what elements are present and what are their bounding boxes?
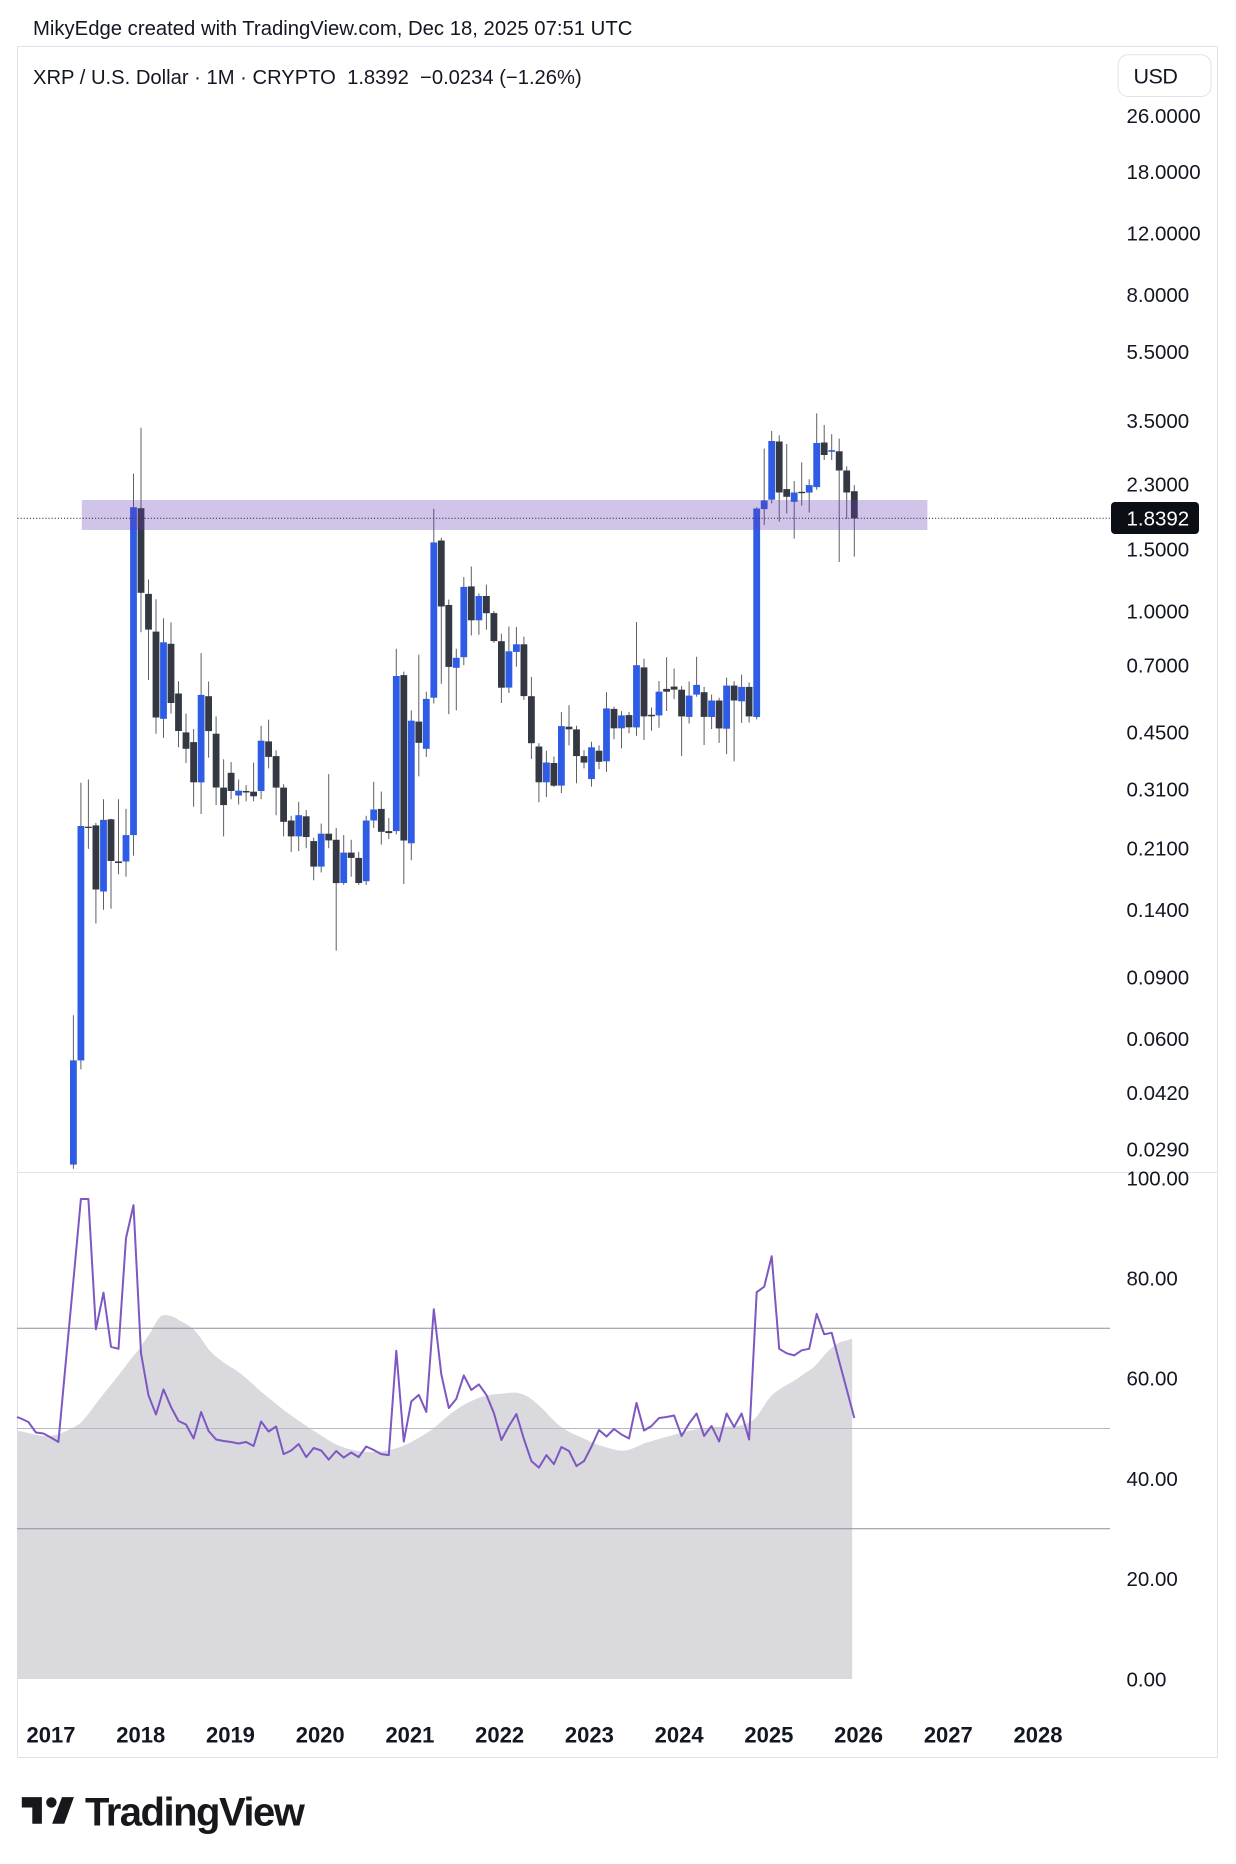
svg-text:XRP / U.S. Dollar · 1M · CRYPT: XRP / U.S. Dollar · 1M · CRYPTO 1.8392 −… <box>33 67 582 89</box>
svg-text:0.3100: 0.3100 <box>1127 778 1190 801</box>
svg-text:2017: 2017 <box>27 1723 76 1748</box>
svg-text:TradingView: TradingView <box>85 1791 306 1835</box>
svg-text:3.5000: 3.5000 <box>1127 410 1190 433</box>
svg-text:2028: 2028 <box>1014 1723 1063 1748</box>
svg-text:2022: 2022 <box>475 1723 524 1748</box>
svg-text:0.00: 0.00 <box>1127 1668 1167 1691</box>
svg-text:0.2100: 0.2100 <box>1127 838 1190 861</box>
svg-text:2019: 2019 <box>206 1723 255 1748</box>
svg-text:2025: 2025 <box>744 1723 793 1748</box>
svg-text:2027: 2027 <box>924 1723 973 1748</box>
svg-text:1.8392: 1.8392 <box>1127 508 1190 531</box>
svg-text:2024: 2024 <box>655 1723 705 1748</box>
svg-text:USD: USD <box>1134 65 1178 89</box>
svg-text:26.0000: 26.0000 <box>1127 105 1201 128</box>
svg-text:0.4500: 0.4500 <box>1127 722 1190 745</box>
svg-text:2020: 2020 <box>296 1723 345 1748</box>
svg-text:MikyEdge created with TradingV: MikyEdge created with TradingView.com, D… <box>33 18 632 40</box>
svg-text:0.0600: 0.0600 <box>1127 1028 1190 1051</box>
svg-text:2018: 2018 <box>116 1723 165 1748</box>
svg-text:0.7000: 0.7000 <box>1127 655 1190 678</box>
svg-text:2021: 2021 <box>385 1723 434 1748</box>
svg-text:2023: 2023 <box>565 1723 614 1748</box>
svg-text:5.5000: 5.5000 <box>1127 341 1190 364</box>
svg-text:0.0290: 0.0290 <box>1127 1138 1190 1161</box>
svg-text:1.0000: 1.0000 <box>1127 600 1190 623</box>
svg-text:12.0000: 12.0000 <box>1127 223 1201 246</box>
svg-text:18.0000: 18.0000 <box>1127 161 1201 184</box>
svg-text:60.00: 60.00 <box>1127 1368 1178 1391</box>
svg-text:2026: 2026 <box>834 1723 883 1748</box>
svg-text:20.00: 20.00 <box>1127 1568 1178 1591</box>
svg-text:8.0000: 8.0000 <box>1127 284 1190 307</box>
svg-text:0.1400: 0.1400 <box>1127 899 1190 922</box>
svg-text:40.00: 40.00 <box>1127 1468 1178 1491</box>
svg-text:0.0420: 0.0420 <box>1127 1082 1190 1105</box>
svg-text:0.0900: 0.0900 <box>1127 966 1190 989</box>
svg-text:80.00: 80.00 <box>1127 1268 1178 1291</box>
svg-text:1.5000: 1.5000 <box>1127 539 1190 562</box>
svg-text:2.3000: 2.3000 <box>1127 474 1190 497</box>
svg-text:100.00: 100.00 <box>1127 1167 1190 1190</box>
